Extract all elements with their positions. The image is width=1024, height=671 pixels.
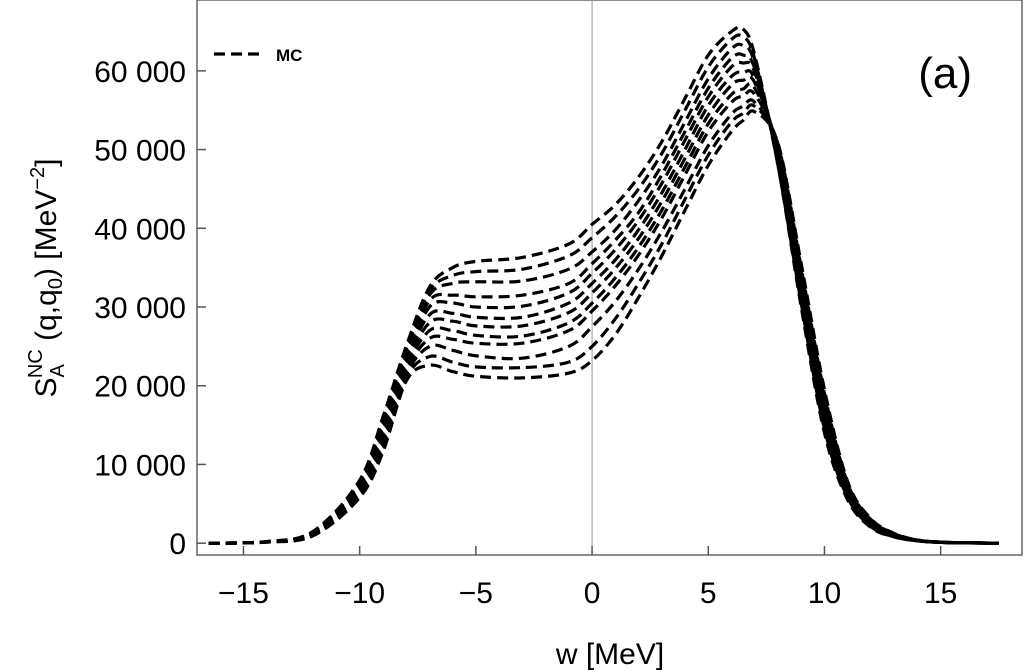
curves xyxy=(208,25,999,545)
series-line-mc-1 xyxy=(208,25,999,545)
panel-label: (a) xyxy=(918,49,972,98)
series-line-mc-9 xyxy=(208,89,999,545)
y-tick-label: 40 000 xyxy=(94,213,186,246)
x-tick-label: 0 xyxy=(584,577,601,610)
series-line-mc-8 xyxy=(208,82,999,545)
series-line-mc-5 xyxy=(208,60,999,545)
series-line-mc-12 xyxy=(208,109,999,545)
x-tick-label: 15 xyxy=(924,577,957,610)
x-tick-label: 5 xyxy=(700,577,717,610)
series-line-mc-7 xyxy=(208,75,999,545)
series-line-mc-11 xyxy=(208,103,999,545)
legend-label: MC xyxy=(276,46,302,65)
y-tick-label: 20 000 xyxy=(94,371,186,404)
legend: MC xyxy=(214,46,302,65)
series-line-mc-6 xyxy=(208,69,999,545)
y-axis-label: SANC (q,q0) [MeV−2] xyxy=(25,159,69,398)
x-tick-label: −10 xyxy=(334,577,385,610)
x-tick-label: −15 xyxy=(218,577,269,610)
plot-area-frame xyxy=(196,0,1023,556)
series-line-mc-2 xyxy=(208,33,999,545)
x-tick-label: 10 xyxy=(808,577,841,610)
x-tick-label: −5 xyxy=(459,577,493,610)
series-line-mc-10 xyxy=(208,98,999,545)
ticks: −15 −10 −5 0 5 10 15 0 10 000 20 000 30 000 40 000 5… xyxy=(94,56,957,610)
series-line-mc-3 xyxy=(208,42,999,545)
y-tick-label: 0 xyxy=(169,528,186,561)
y-tick-label: 60 000 xyxy=(94,56,186,89)
x-axis-label: w [MeV] xyxy=(555,638,664,671)
y-tick-label: 10 000 xyxy=(94,449,186,482)
y-tick-label: 30 000 xyxy=(94,292,186,325)
y-tick-label: 50 000 xyxy=(94,135,186,168)
